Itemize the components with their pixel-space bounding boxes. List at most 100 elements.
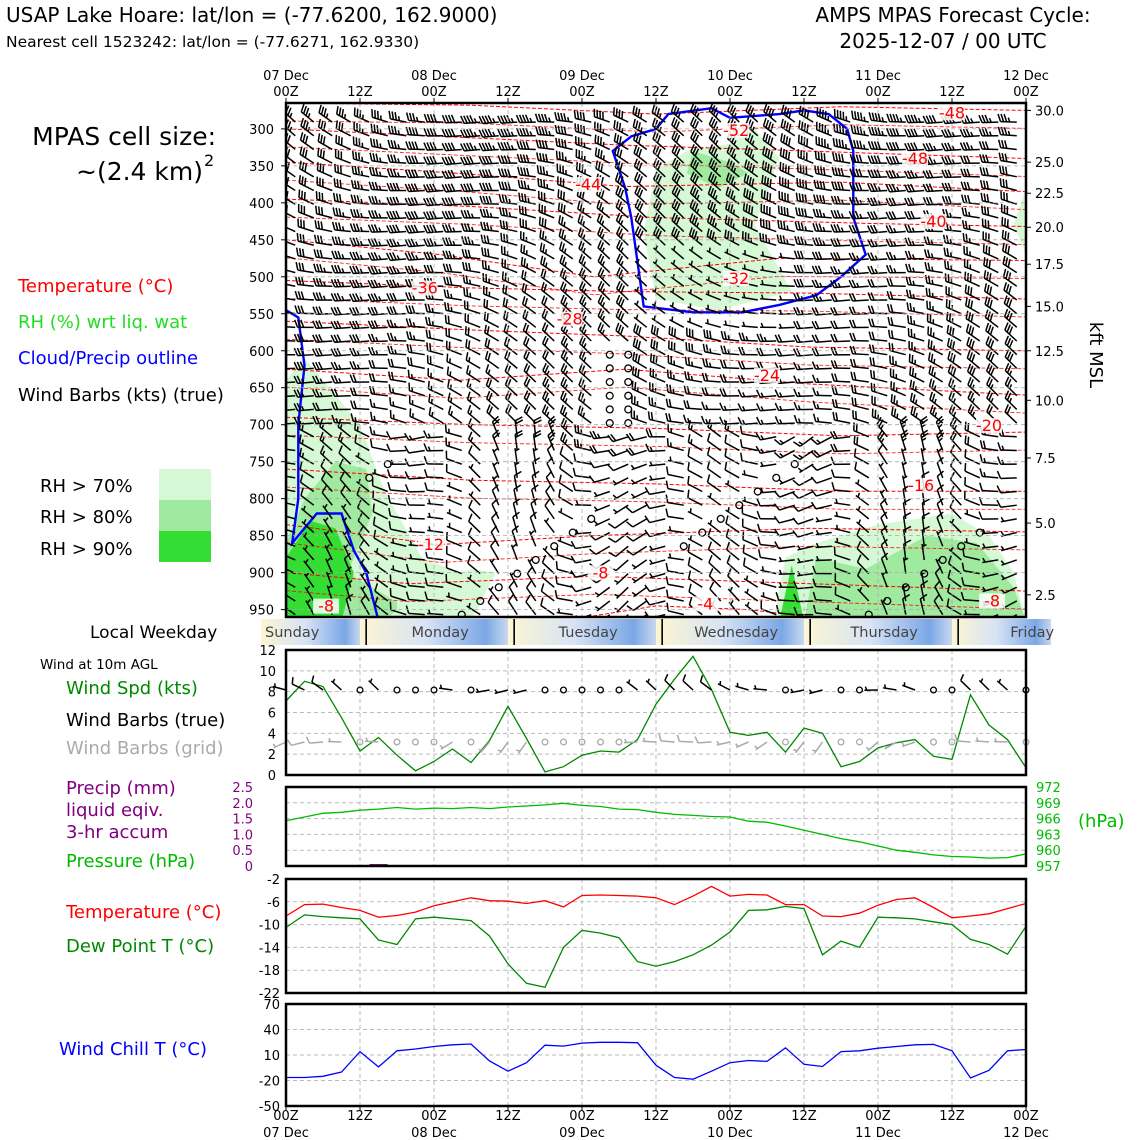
barb-flag-half [636, 245, 640, 250]
barb-flag-full [408, 141, 413, 150]
barb-flag-half [724, 320, 727, 326]
barb-flag-half [492, 117, 496, 123]
barb-flag-full [706, 474, 711, 483]
barb-flag-full [388, 507, 392, 517]
barb-flag-full [465, 262, 469, 271]
wind-barb [519, 231, 537, 246]
barb-flag-full [801, 107, 805, 116]
barb-flag-half [428, 512, 431, 518]
barb-shaft [741, 432, 758, 438]
wind-barb [667, 354, 684, 370]
barb-flag-full [666, 369, 669, 378]
barb-flag-full [405, 141, 410, 150]
barb-flag-half [762, 592, 765, 597]
barb-flag-half [835, 511, 838, 517]
barb-flag-full [279, 441, 283, 449]
barb-flag-half [837, 604, 840, 610]
barb-flag-full [833, 306, 838, 315]
barb-flag-half [836, 524, 839, 530]
wind-barb [593, 518, 611, 527]
barb-flag-full [582, 112, 586, 121]
barb-flag-full [830, 333, 835, 342]
barb-flag-full [608, 537, 616, 543]
wind-barb [812, 237, 832, 246]
barb-flag-full [573, 438, 577, 447]
wind-barb [441, 128, 462, 138]
barb-flag-full [668, 413, 672, 422]
barb-flag-full [444, 156, 450, 165]
barb-flag-full [665, 562, 669, 572]
barb-flag-half [321, 437, 325, 443]
barb-flag-full [505, 208, 509, 217]
barb-flag-full [616, 253, 621, 262]
barb-flag-full [538, 126, 542, 135]
barb-flag-full [467, 431, 473, 440]
barb-flag-half [707, 304, 709, 310]
barb-flag-full [787, 151, 791, 160]
barb-flag-full [404, 155, 410, 164]
barb-flag-full [636, 228, 642, 237]
wind-barb [367, 265, 388, 275]
barb-flag-half [779, 281, 783, 287]
barb-flag-full [673, 214, 679, 223]
barb-flag-half [687, 417, 690, 423]
wind-barb [708, 130, 722, 150]
barb-flag-half [798, 454, 803, 459]
barb-flag-full [386, 197, 391, 206]
barb-flag-full [493, 418, 501, 426]
barb-shaft [408, 449, 425, 454]
barb-flag-full [824, 139, 826, 148]
barb-flag-full [709, 229, 713, 239]
barb-flag-full [389, 306, 394, 315]
barb-shaft [649, 600, 666, 606]
barb-flag-full [541, 295, 546, 304]
barb-flag-full [628, 432, 635, 441]
barb-flag-half [837, 282, 841, 288]
wind-barb [491, 497, 500, 520]
barb-flag-full [712, 120, 718, 129]
wind-barb [669, 287, 685, 301]
barb-flag-full [745, 217, 748, 227]
barb-shaft [286, 487, 296, 493]
wind-barb [589, 430, 610, 440]
wind-barb [810, 501, 832, 510]
barb-flag-half [714, 208, 718, 214]
barb-flag-full [737, 360, 743, 370]
wind-barb [372, 516, 389, 534]
barb-flag-full [539, 242, 543, 251]
barb-flag-full [784, 178, 787, 187]
barb-flag-half [583, 329, 587, 335]
barb-flag-full [669, 370, 672, 379]
barb-flag-full [665, 589, 669, 598]
barb-flag-full [358, 526, 364, 535]
barb-flag-full [297, 319, 302, 328]
barb-flag-half [373, 430, 376, 435]
wind-barb [445, 573, 462, 588]
barb-flag-full [814, 150, 817, 159]
wind-barb [792, 580, 814, 590]
barb-flag-full [671, 171, 677, 180]
barb-flag-full [463, 183, 468, 192]
barb-flag-full [432, 183, 437, 192]
barb-flag-full [404, 484, 410, 493]
wind-barb [597, 308, 611, 328]
barb-flag-full [318, 306, 323, 315]
cloud-outline [286, 308, 379, 617]
wind-barb [687, 462, 703, 479]
barb-flag-half [778, 569, 783, 575]
barb-shaft [632, 504, 648, 514]
barb-flag-full [478, 169, 484, 178]
wind-barb [605, 350, 614, 359]
barb-flag-full [386, 293, 391, 302]
wind-barb [778, 295, 795, 301]
barb-flag-full [297, 203, 300, 213]
barb-shaft [708, 548, 722, 561]
barb-flag-half [714, 167, 719, 173]
barb-flag-full [665, 466, 669, 475]
wind-barb [560, 349, 574, 369]
wind-barb [578, 377, 592, 397]
wind-barb [312, 320, 333, 330]
wind-barb [793, 375, 814, 384]
barb-flag-full [773, 503, 780, 511]
wind-barb [774, 334, 795, 343]
